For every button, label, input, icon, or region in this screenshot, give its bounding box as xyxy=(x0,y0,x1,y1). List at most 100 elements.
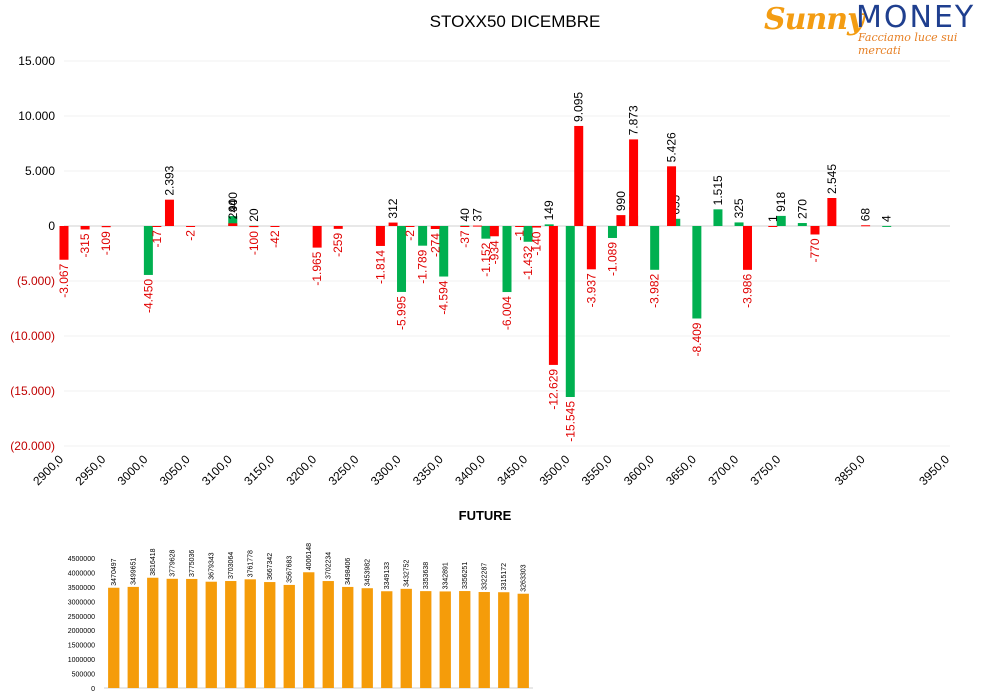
future-bar xyxy=(381,591,393,688)
future-bar xyxy=(205,581,217,688)
bar-value-label: 20 xyxy=(247,208,261,222)
bar-value-label: -934 xyxy=(487,240,501,264)
bar-red xyxy=(586,226,596,270)
bar-green xyxy=(397,226,407,292)
future-bar xyxy=(244,579,256,688)
future-y-tick-label: 3500000 xyxy=(68,585,95,592)
bar-value-label: -140 xyxy=(530,231,544,255)
bar-value-label: -770 xyxy=(808,238,822,262)
bar-value-label: -259 xyxy=(331,233,345,257)
future-y-tick-label: 4000000 xyxy=(68,570,95,577)
bar-red xyxy=(489,226,499,237)
future-bar-value-label: 3816418 xyxy=(150,548,157,575)
future-bar xyxy=(166,578,178,688)
bar-value-label: 4 xyxy=(880,215,894,222)
future-bar-value-label: 3702234 xyxy=(326,552,333,579)
bar-value-label: 7.873 xyxy=(627,105,641,135)
options-bar-chart: 15.000 10.000 5.000 0 (5.000) (10.000) (15.000… xyxy=(10,54,952,488)
bar-value-label: -3.982 xyxy=(648,273,662,307)
future-bar-value-label: 4006148 xyxy=(306,543,313,570)
future-y-tick-label: 3000000 xyxy=(68,599,95,606)
bar-red xyxy=(768,225,778,227)
bar-red xyxy=(333,226,343,229)
bar-green xyxy=(502,226,512,293)
future-bar-value-label: 3761778 xyxy=(248,550,255,577)
bar-value-label: -2 xyxy=(184,230,198,241)
bar-value-label: -1 xyxy=(513,230,527,241)
bar-value-label: -1.432 xyxy=(521,245,535,279)
future-bar xyxy=(439,591,451,688)
bar-value-label: -3.937 xyxy=(584,273,598,307)
bar-value-label: -4.594 xyxy=(437,280,451,314)
bar-green xyxy=(776,215,786,226)
future-bar xyxy=(517,593,529,688)
bar-green xyxy=(439,226,449,277)
bar-green xyxy=(650,226,660,270)
y-tick-label: 15.000 xyxy=(18,54,55,68)
bar-value-label: 37 xyxy=(470,208,484,222)
y-tick-label: (5.000) xyxy=(17,274,55,288)
future-bar-value-label: 3703064 xyxy=(228,552,235,579)
y-tick-label: (15.000) xyxy=(10,384,55,398)
bar-value-label: 990 xyxy=(614,191,628,211)
future-y-tick-label: 2000000 xyxy=(68,628,95,635)
bar-value-label: -12.629 xyxy=(546,369,560,410)
bar-red xyxy=(59,226,69,260)
bar-green xyxy=(713,209,723,226)
future-bar xyxy=(186,578,198,688)
future-bar-value-label: 3679343 xyxy=(209,552,216,579)
bar-red xyxy=(375,226,385,246)
bar-green xyxy=(143,226,153,275)
future-y-tick-label: 1000000 xyxy=(68,657,95,664)
bar-value-label: 2.545 xyxy=(825,164,839,194)
bar-green xyxy=(607,226,617,238)
bar-value-label: -42 xyxy=(268,230,282,248)
bar-red xyxy=(810,226,820,235)
future-bar-value-label: 3356251 xyxy=(462,562,469,589)
future-bar-value-label: 3322287 xyxy=(482,563,489,590)
bar-red xyxy=(574,125,584,226)
bar-red xyxy=(548,226,558,365)
bar-red xyxy=(515,226,525,227)
bar-red xyxy=(312,226,322,248)
bar-red xyxy=(532,226,542,228)
bar-value-label: 1.515 xyxy=(711,175,725,205)
bar-value-label: 40 xyxy=(458,208,472,222)
logo-sunny-text: Sunny xyxy=(764,2,865,37)
future-bar xyxy=(420,591,432,688)
y-tick-label: (10.000) xyxy=(10,329,55,343)
future-y-tick-label: 1500000 xyxy=(68,643,95,650)
bar-value-label: 5.426 xyxy=(665,132,679,162)
bar-value-label: -17 xyxy=(150,230,164,248)
bar-green xyxy=(228,216,238,226)
future-bar xyxy=(264,582,276,688)
bar-green xyxy=(734,222,744,226)
bar-value-label: -1.152 xyxy=(479,242,493,276)
bar-green xyxy=(523,226,533,242)
future-bar xyxy=(342,586,354,688)
bar-value-label: 270 xyxy=(795,199,809,219)
bar-value-label: -100 xyxy=(247,231,261,255)
bar-red xyxy=(742,226,752,270)
future-y-tick-label: 500000 xyxy=(72,672,95,679)
future-bar-value-label: 3667342 xyxy=(267,553,274,580)
bar-value-label: -15.545 xyxy=(563,401,577,442)
bar-red xyxy=(80,226,90,230)
bar-value-label: -1.965 xyxy=(310,251,324,285)
future-y-tick-label: 4500000 xyxy=(68,556,95,563)
bar-red xyxy=(861,225,871,227)
y-tick-label: 5.000 xyxy=(25,164,55,178)
future-y-tick-label: 0 xyxy=(91,686,95,693)
bar-value-label: -1.789 xyxy=(416,249,430,283)
bar-red xyxy=(460,226,470,227)
y-tick-label: 0 xyxy=(48,219,55,233)
future-bar xyxy=(127,586,139,688)
future-bar-value-label: 3432752 xyxy=(404,559,411,586)
logo-tagline: Facciamo luce sui mercati xyxy=(858,31,958,57)
bar-value-label: -4.450 xyxy=(141,279,155,313)
future-bar-value-label: 3315172 xyxy=(501,563,508,590)
future-bar-value-label: 3775036 xyxy=(189,550,196,577)
future-y-tick-label: 2500000 xyxy=(68,614,95,621)
future-bar xyxy=(108,587,120,688)
